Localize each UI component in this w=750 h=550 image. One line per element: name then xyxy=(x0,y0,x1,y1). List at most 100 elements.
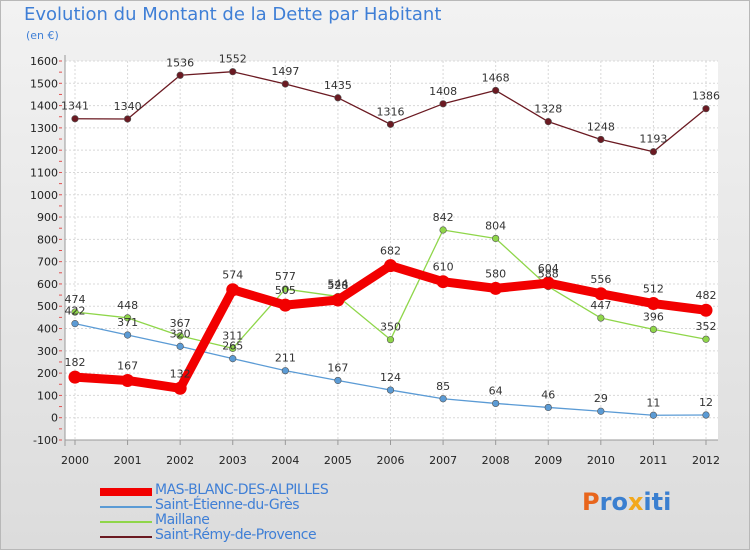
data-point xyxy=(331,293,345,307)
data-point xyxy=(281,367,289,375)
legend-item-saint-remy: Saint-Rémy-de-Provence xyxy=(100,527,400,544)
data-point xyxy=(176,332,184,340)
legend-item-saint-etienne: Saint-Étienne-du-Grès xyxy=(100,497,400,514)
data-point xyxy=(597,407,605,415)
y-tick-label: 400 xyxy=(37,323,58,336)
legend-swatch xyxy=(100,488,152,496)
data-point xyxy=(386,386,395,394)
data-point xyxy=(649,325,658,334)
y-tick-label: 0 xyxy=(51,412,58,425)
data-label: 1340 xyxy=(114,100,142,113)
data-label: 265 xyxy=(222,340,243,353)
data-point xyxy=(123,314,132,322)
data-label: 46 xyxy=(541,388,555,401)
data-label: 1193 xyxy=(639,133,667,146)
data-point xyxy=(281,80,289,88)
x-tick-label: 2010 xyxy=(587,454,615,467)
data-point xyxy=(176,71,184,79)
legend-label: Saint-Étienne-du-Grès xyxy=(155,497,300,513)
data-point xyxy=(173,381,187,395)
data-label: 556 xyxy=(590,273,611,286)
data-point xyxy=(439,395,447,403)
data-label: 182 xyxy=(65,356,86,369)
data-label: 474 xyxy=(65,293,86,306)
x-tick-label: 2005 xyxy=(324,454,352,467)
data-point xyxy=(702,335,710,343)
series-lines xyxy=(68,68,713,419)
y-tick-label: -100 xyxy=(33,434,58,447)
data-label: 422 xyxy=(65,305,86,318)
data-point xyxy=(176,342,184,350)
data-label: 396 xyxy=(643,310,664,323)
y-tick-label: 1100 xyxy=(30,166,58,179)
data-label: 1248 xyxy=(587,120,615,133)
data-point xyxy=(436,275,450,289)
data-label: 842 xyxy=(433,211,454,224)
legend-item-maillane: Maillane xyxy=(100,512,400,529)
data-point xyxy=(229,68,237,76)
y-tick-label: 1600 xyxy=(30,55,58,68)
data-label: 132 xyxy=(170,367,191,380)
logo-letter: i xyxy=(663,488,672,516)
data-label: 588 xyxy=(538,268,559,281)
data-label: 1408 xyxy=(429,85,457,98)
data-point xyxy=(123,331,132,339)
data-label: 1328 xyxy=(534,103,562,116)
data-label: 29 xyxy=(594,392,608,405)
data-label: 371 xyxy=(117,316,138,329)
y-tick-label: 100 xyxy=(37,389,58,402)
x-tick-label: 2008 xyxy=(482,454,510,467)
data-label: 804 xyxy=(485,219,506,232)
data-point xyxy=(597,314,605,322)
data-label: 1341 xyxy=(61,100,89,113)
data-point xyxy=(649,148,658,156)
data-point xyxy=(71,320,79,328)
data-label: 574 xyxy=(222,269,243,282)
data-point xyxy=(226,283,240,297)
legend-item-mas-blanc: MAS-BLANC-DES-ALPILLES xyxy=(100,482,400,499)
data-label: 577 xyxy=(275,270,296,283)
data-label: 610 xyxy=(433,261,454,274)
logo-letter: t xyxy=(651,488,664,516)
data-point xyxy=(699,303,713,317)
data-label: 167 xyxy=(117,359,138,372)
data-point xyxy=(68,370,82,384)
data-label: 85 xyxy=(436,380,450,393)
data-point xyxy=(334,94,342,102)
data-point xyxy=(334,376,342,385)
y-tick-label: 600 xyxy=(37,278,58,291)
data-point xyxy=(489,281,503,295)
data-point xyxy=(544,403,552,412)
chart-unit: (en €) xyxy=(26,29,59,42)
y-tick-label: 1400 xyxy=(30,100,58,113)
data-label: 1497 xyxy=(271,65,299,78)
y-tick-label: 1000 xyxy=(30,189,58,202)
y-tick-label: 800 xyxy=(37,233,58,246)
data-label: 580 xyxy=(485,267,506,280)
data-point xyxy=(492,234,500,243)
data-point xyxy=(71,308,79,316)
data-point xyxy=(386,336,395,344)
data-label: 1468 xyxy=(482,71,510,84)
data-label: 544 xyxy=(327,277,348,290)
data-label: 1552 xyxy=(219,53,247,66)
legend-label: Maillane xyxy=(155,512,210,528)
data-label: 1386 xyxy=(692,90,720,103)
data-point xyxy=(492,86,500,95)
data-point xyxy=(71,115,79,123)
data-label: 447 xyxy=(590,299,611,312)
data-label: 211 xyxy=(275,352,296,365)
data-point xyxy=(541,276,555,290)
data-label: 352 xyxy=(696,320,717,333)
logo-letter: x xyxy=(627,488,644,516)
x-tick-label: 2003 xyxy=(219,454,247,467)
data-label: 64 xyxy=(489,384,503,397)
data-label: 512 xyxy=(643,283,664,296)
data-point xyxy=(229,344,237,352)
y-tick-label: 1300 xyxy=(30,122,58,135)
data-label: 448 xyxy=(117,299,138,312)
data-label: 1536 xyxy=(166,56,194,69)
data-label: 320 xyxy=(170,327,191,340)
y-tick-label: 500 xyxy=(37,300,58,313)
